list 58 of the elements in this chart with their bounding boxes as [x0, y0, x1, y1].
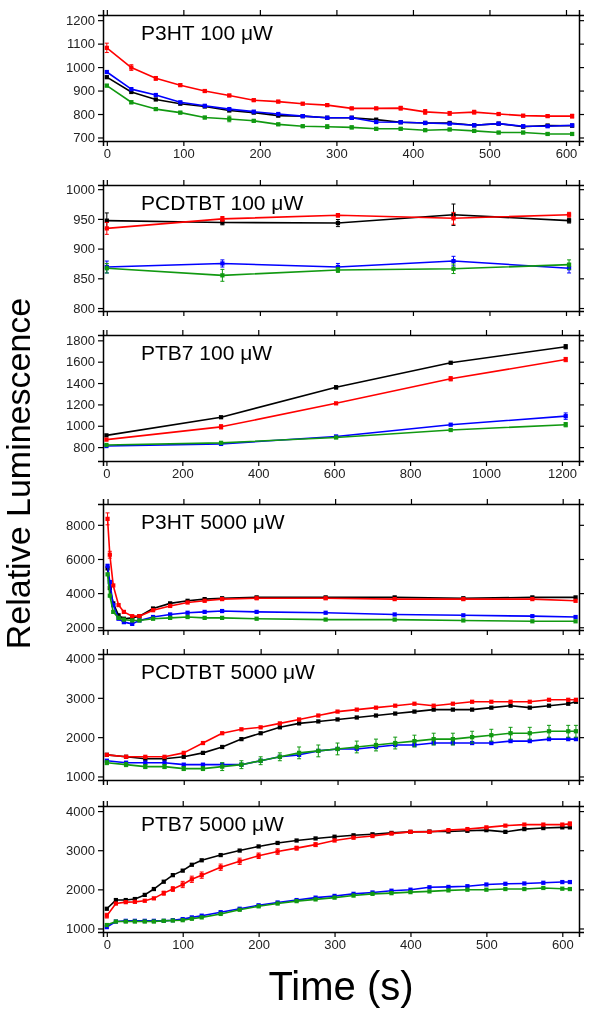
- y-tick-label: 800: [73, 300, 95, 316]
- y-tick-label: 1200: [66, 397, 95, 413]
- y-tick-label: 1600: [66, 354, 95, 370]
- chart-title: PCDTBT 5000 μW: [141, 660, 316, 683]
- x-tick-label: 500: [479, 146, 501, 162]
- y-tick-label: 850: [73, 270, 95, 286]
- chart-title: PTB7 100 μW: [141, 341, 273, 364]
- x-tick-label: 400: [402, 146, 425, 162]
- y-tick-label: 1800: [66, 333, 95, 348]
- y-tick-label: 1000: [66, 181, 95, 197]
- y-tick-label: 2000: [66, 882, 95, 898]
- y-tick-label: 800: [73, 439, 95, 455]
- x-tick-label: 300: [326, 146, 348, 162]
- x-tick-label: 800: [399, 466, 422, 482]
- y-tick-label: 1400: [66, 375, 95, 391]
- chart-title: P3HT 100 μW: [141, 21, 274, 44]
- chart-title: PCDTBT 100 μW: [141, 191, 304, 214]
- x-tick-label: 400: [400, 937, 422, 953]
- y-tick-label: 8000: [66, 517, 95, 533]
- y-tick-label: 950: [73, 211, 95, 227]
- y-tick-label: 1100: [67, 36, 95, 52]
- x-tick-label: 200: [248, 937, 270, 953]
- y-tick-label: 4000: [66, 651, 95, 667]
- x-tick-label: 100: [173, 146, 195, 162]
- x-tick-label: 200: [249, 146, 272, 162]
- x-axis-title: Time (s): [268, 964, 414, 1008]
- x-tick-label: 600: [323, 466, 346, 482]
- y-tick-label: 2000: [66, 729, 95, 745]
- x-tick-label: 500: [476, 937, 498, 953]
- y-axis-title: Relative Luminescence: [0, 297, 37, 650]
- chart-title: PTB7 5000 μW: [141, 812, 285, 835]
- y-tick-label: 900: [73, 241, 95, 257]
- x-tick-label: 200: [171, 466, 194, 482]
- y-tick-label: 1200: [66, 12, 95, 28]
- x-tick-label: 0: [103, 466, 111, 482]
- y-tick-label: 3000: [66, 842, 95, 858]
- y-tick-label: 2000: [66, 619, 95, 635]
- y-tick-label: 700: [73, 130, 95, 146]
- chart-title: P3HT 5000 μW: [141, 510, 285, 533]
- y-tick-label: 1000: [66, 769, 95, 785]
- y-tick-label: 4000: [66, 803, 95, 819]
- x-tick-label: 0: [103, 937, 111, 953]
- x-tick-label: 0: [103, 146, 111, 162]
- y-tick-label: 1000: [66, 418, 95, 434]
- y-tick-label: 1000: [66, 59, 95, 75]
- x-tick-label: 1000: [472, 466, 501, 482]
- y-tick-label: 4000: [66, 585, 95, 601]
- y-tick-label: 900: [73, 83, 95, 99]
- x-tick-label: 1200: [547, 466, 577, 482]
- x-tick-label: 400: [247, 466, 270, 482]
- x-tick-label: 600: [555, 146, 578, 162]
- x-tick-label: 100: [172, 937, 195, 953]
- y-tick-label: 800: [73, 106, 95, 122]
- y-tick-label: 6000: [66, 551, 95, 567]
- y-tick-label: 1000: [66, 921, 95, 937]
- y-tick-label: 3000: [66, 690, 95, 706]
- x-tick-label: 300: [324, 937, 346, 953]
- x-tick-label: 600: [551, 937, 574, 953]
